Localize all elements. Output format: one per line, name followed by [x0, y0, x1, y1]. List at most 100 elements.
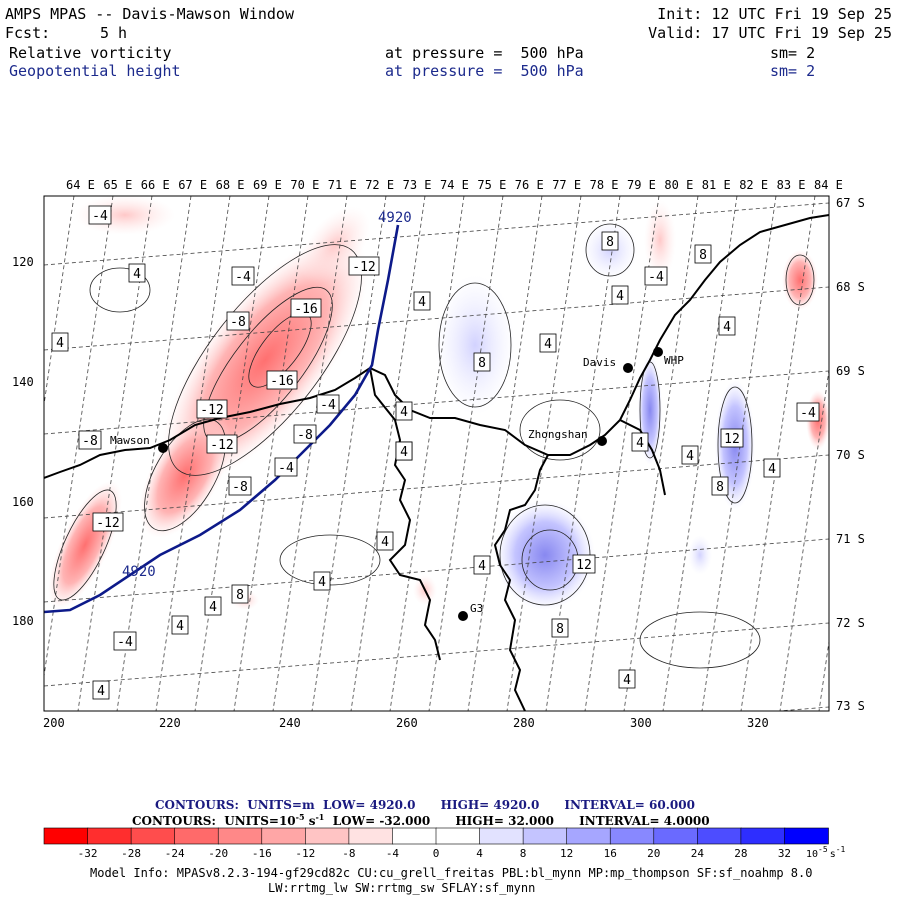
x-tick-label: 260 [396, 716, 418, 730]
vort-label-box [204, 596, 222, 616]
init-time: Init: 12 UTC Fri 19 Sep 25 [657, 5, 892, 23]
colorbar-cell [697, 827, 742, 845]
vort-label-box [196, 399, 228, 419]
vort-label: 8 [699, 248, 707, 263]
vort-label-box [78, 430, 102, 450]
vort-label: 4 [318, 575, 326, 590]
lon-label: 68 E [216, 178, 245, 192]
station-marker-zhongshan [597, 436, 607, 446]
vort-label: 4 [133, 267, 141, 282]
coastline [44, 214, 829, 711]
vort-label-box [718, 316, 736, 336]
vort-label: 8 [716, 480, 724, 495]
x-tick-label: 200 [43, 716, 65, 730]
y-tick-label: 160 [12, 495, 34, 509]
vort-label: -12 [96, 516, 119, 531]
lon-label: 64 E [66, 178, 95, 192]
map-frame [43, 195, 830, 712]
vort-label-box [231, 266, 255, 286]
neg-vort-spot1 [644, 200, 676, 280]
vort-label-box [473, 352, 491, 372]
vort-label: -16 [270, 374, 293, 389]
colorbar-tick-label: -8 [342, 847, 355, 860]
station-label-g3: G3 [470, 602, 483, 615]
colorbar-cell [130, 827, 176, 845]
vort-label: 4 [209, 600, 217, 615]
vort-label: -8 [297, 428, 313, 443]
colorbar-tick-label: 12 [560, 847, 573, 860]
colorbar-cell [435, 827, 481, 845]
vort-label: -16 [294, 302, 317, 317]
lat-label: 70 S [836, 448, 865, 462]
station-label-mawson: Mawson [110, 434, 150, 447]
vort-label: 4 [544, 337, 552, 352]
vort-label: -12 [352, 260, 375, 275]
vort-label-box [694, 244, 712, 264]
vort-label-box [316, 394, 340, 414]
field2-name: Geopotential height [9, 62, 181, 80]
field2-smooth: sm= 2 [770, 62, 816, 80]
model-info-line1: Model Info: MPASv8.2.3-194-gf29cd82c CU:… [90, 866, 813, 880]
colorbar-cell [392, 827, 437, 845]
colorbar-cell [174, 827, 220, 845]
station-label-whp: WHP [664, 354, 684, 367]
station-label-zhongshan: Zhongshan [528, 428, 588, 441]
y-tick-label: 120 [12, 255, 34, 269]
vort-label: 4 [400, 445, 408, 460]
vort-label-box [601, 231, 619, 251]
valid-time: Valid: 17 UTC Fri 19 Sep 25 [648, 24, 892, 42]
vort-label: 4 [723, 320, 731, 335]
lat-label: 73 S [836, 699, 865, 713]
lon-label: 81 E [702, 178, 731, 192]
vort-label: -12 [210, 438, 233, 453]
vort-label-box [113, 631, 137, 651]
colorbar-labels: -32 -28 -24 -20 -16 -12 -8 -4 0 4 8 12 16 20 24 28 32 [78, 847, 791, 860]
model-info-line2: LW:rrtmg_lw SW:rrtmg_sw SFLAY:sf_mynn [268, 881, 536, 895]
contour-legend-vorticity: CONTOURS: UNITS=10-5 s-1 LOW= -32.000 HI… [132, 812, 710, 828]
vort-label-box [618, 669, 636, 689]
vorticity-labels: -4 4 -4 -12 -8 -16 4 4 -16 -12 -4 -8 4 -12 -8 -4 -8 -12 8 4… [51, 205, 820, 700]
vort-label: 12 [724, 432, 740, 447]
vort-label-box [473, 555, 491, 575]
vort-label-box [763, 458, 781, 478]
vort-label-box [88, 205, 112, 225]
colorbar-cell [87, 827, 132, 845]
station-marker-mawson [158, 443, 168, 453]
colorbar-tick-label: -4 [386, 847, 400, 860]
stations: Mawson Davis Zhongshan WHP G3 [110, 347, 684, 621]
vort-label: 4 [478, 559, 486, 574]
colorbar-cell [784, 827, 829, 845]
lon-label: 65 E [103, 178, 132, 192]
x-axis-ticks: 200 220 240 260 280 300 320 [43, 716, 769, 730]
geopotential-4920-contour [44, 224, 400, 614]
vort-label: 8 [236, 588, 244, 603]
vort-label: 4 [56, 336, 64, 351]
vort-label-box [171, 615, 189, 635]
lon-label: 84 E [814, 178, 843, 192]
colorbar-cell [653, 827, 699, 845]
field2-pressure: at pressure = 500 hPa [385, 62, 584, 80]
vort-label: 4 [381, 535, 389, 550]
lon-label: 71 E [328, 178, 357, 192]
longitude-lines [44, 196, 829, 711]
colorbar-cell [609, 827, 655, 845]
vort-label-box [226, 311, 250, 331]
vort-label: 4 [686, 449, 694, 464]
station-marker-whp [653, 347, 663, 357]
vort-label-box [631, 432, 649, 452]
vort-label-box [395, 401, 413, 421]
vort-label-box [551, 618, 569, 638]
vort-label: -4 [278, 461, 294, 476]
vort-label-box [51, 332, 69, 352]
vort-label: 4 [636, 436, 644, 451]
vort-label: 4 [176, 619, 184, 634]
colorbar-tick-label: -16 [252, 847, 272, 860]
vort-label: -4 [117, 635, 133, 650]
vort-label-box [711, 476, 729, 496]
vort-label: -4 [800, 406, 816, 421]
vort-label-box [644, 266, 668, 286]
vort-label-box [128, 263, 146, 283]
vort-label-box [228, 476, 252, 496]
field1-pressure: at pressure = 500 hPa [385, 44, 584, 62]
